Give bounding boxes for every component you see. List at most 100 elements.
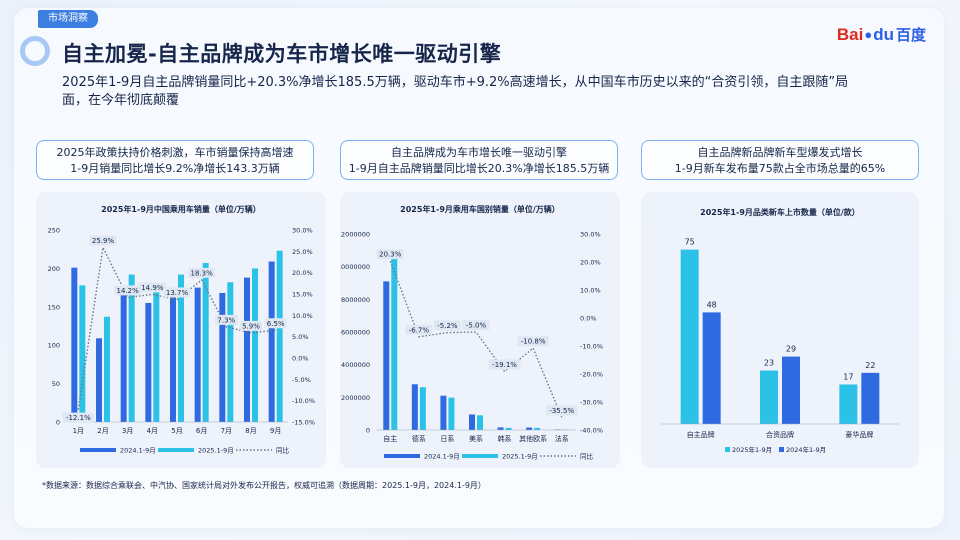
data-label-bg <box>163 287 191 298</box>
card-3-line1: 自主品牌新品牌新车型爆发式增长 <box>697 146 863 159</box>
data-label-bg <box>488 359 521 370</box>
x-tick-label: 日系 <box>440 434 454 443</box>
chart-title: 2025年1-9月乘用车国别销量（单位/万辆） <box>400 204 560 214</box>
legend-label: 2024年1-9月 <box>786 445 826 454</box>
bar-2025 <box>227 282 234 422</box>
data-label: -12.1% <box>66 414 91 422</box>
card-3-line2: 1-9月新车发布量75款占全市场总量的65% <box>674 162 886 175</box>
legend-swatch <box>779 447 784 452</box>
bar-2025 <box>252 268 258 422</box>
data-label: 6.5% <box>267 320 285 328</box>
bar-2025 <box>276 250 283 422</box>
bar-2024 <box>497 427 504 430</box>
data-label-bg <box>433 320 461 331</box>
bar-2024 <box>526 427 533 430</box>
y-tick-label: 200 <box>48 265 60 273</box>
card-2-line2: 1-9月自主品牌销量同比增长20.3%净增长185.5万辆 <box>348 162 610 175</box>
bar-2025 <box>202 263 209 422</box>
bar-2024 <box>194 287 201 422</box>
bar-2025 <box>505 427 512 430</box>
bar-2024 <box>170 294 176 422</box>
data-label: -35.5% <box>549 407 574 415</box>
bar-2025 <box>79 285 86 422</box>
data-label-bg <box>215 314 238 325</box>
ring-decoration-icon <box>20 36 50 66</box>
x-tick-label: 2月 <box>97 427 108 435</box>
data-label-bg <box>114 285 142 296</box>
legend-swatch <box>80 448 116 452</box>
bar-2024 <box>71 267 78 422</box>
bar-2024 <box>219 292 226 422</box>
bar-2024 <box>440 395 447 430</box>
bar-2025 <box>178 274 184 422</box>
logo-text-du: du <box>873 24 894 44</box>
y2-tick-label: 10.0% <box>580 287 601 295</box>
value-label: 22 <box>865 361 875 370</box>
card-2-line1: 自主品牌成为车市增长唯一驱动引擎 <box>391 146 567 159</box>
y-tick-label: 0 <box>366 427 370 435</box>
y-tick-label: 12000000 <box>340 231 370 239</box>
data-label-bg <box>405 324 433 335</box>
y-tick-label: 4000000 <box>341 361 370 369</box>
card-header-2: 自主品牌成为车市增长唯一驱动引擎 1-9月自主品牌销量同比增长20.3%净增长1… <box>340 140 618 180</box>
legend-swatch <box>462 454 498 458</box>
y2-tick-label: 25.0% <box>292 248 313 256</box>
data-label: 18.3% <box>191 269 214 277</box>
logo-text-cn: 百度 <box>895 27 926 44</box>
legend-label: 同比 <box>276 446 290 455</box>
bar-2024 <box>268 261 275 422</box>
chart-panel-new-models: 2025年1-9月品类新车上市数量（单位/款） 75 48 自主品牌 23 29 合资品牌 1… <box>641 192 919 468</box>
legend-label: 2025年1-9月 <box>732 445 772 454</box>
x-tick-label: 法系 <box>555 434 569 443</box>
data-label: 13.7% <box>166 289 189 297</box>
new-models-chart: 2025年1-9月品类新车上市数量（单位/款） 75 48 自主品牌 23 29 合资品牌 1… <box>661 207 899 454</box>
page-title: 自主加冕-自主品牌成为车市增长唯一驱动引擎 <box>62 42 502 66</box>
legend-label: 2024.1-9月 <box>120 447 156 455</box>
data-label-bg <box>62 412 95 423</box>
x-tick-label: 合资品牌 <box>766 430 794 439</box>
data-label: -5.2% <box>437 322 458 330</box>
bar-2025 <box>839 384 858 424</box>
x-tick-label: 自主 <box>383 434 397 443</box>
data-label: -10.8% <box>521 338 546 346</box>
card-header-1: 2025年政策扶持价格刺激，车市销量保持高增速 1-9月销量同比增长9.2%净增… <box>36 140 314 180</box>
data-label-bg <box>89 235 117 246</box>
legend-label: 2024.1-9月 <box>424 453 460 461</box>
data-label: 14.9% <box>141 284 164 292</box>
bar-2025 <box>448 397 455 430</box>
legend-swatch <box>384 454 420 458</box>
y-tick-label: 150 <box>48 303 60 311</box>
data-label: 20.3% <box>379 251 402 259</box>
y2-tick-label: 0.0% <box>580 315 597 323</box>
y2-tick-label: -5.0% <box>292 376 311 384</box>
card-1-line2: 1-9月销量同比增长9.2%净增长143.3万辆 <box>70 162 280 175</box>
chart-panel-monthly-sales: 2025年1-9月中国乘用车销量（单位/万辆） 0 50 100 150 200 250 30… <box>36 192 326 468</box>
y-tick-label: 0 <box>56 419 60 427</box>
bar-2024 <box>411 384 418 430</box>
value-label: 75 <box>685 238 695 247</box>
bar-2024 <box>861 372 880 424</box>
card-1-line1: 2025年政策扶持价格刺激，车市销量保持高增速 <box>56 146 294 159</box>
bar-2024 <box>782 356 800 424</box>
data-label: -5.0% <box>466 322 487 330</box>
y2-tick-label: 30.0% <box>580 231 601 239</box>
y2-tick-label: -15.0% <box>292 419 315 427</box>
data-label: 5.9% <box>242 322 260 330</box>
y-tick-label: 6000000 <box>341 329 370 337</box>
bar-2025 <box>419 387 426 430</box>
x-tick-label: 德系 <box>412 434 426 443</box>
y-tick-label: 250 <box>48 227 60 235</box>
x-tick-label: 其他欧系 <box>519 434 547 443</box>
chart-title: 2025年1-9月品类新车上市数量（单位/款） <box>700 207 860 217</box>
x-tick-label: 4月 <box>147 427 158 435</box>
yoy-line <box>389 260 563 418</box>
y2-tick-label: 30.0% <box>292 227 313 235</box>
data-label-bg <box>376 249 404 260</box>
legend-label: 2025.1-9月 <box>198 447 234 455</box>
bar-2024 <box>469 414 475 430</box>
y2-tick-label: 20.0% <box>580 259 601 267</box>
y2-tick-label: -40.0% <box>580 427 603 435</box>
y2-tick-label: -20.0% <box>580 371 603 379</box>
x-tick-label: 3月 <box>122 427 133 435</box>
bar-2025 <box>153 289 160 422</box>
